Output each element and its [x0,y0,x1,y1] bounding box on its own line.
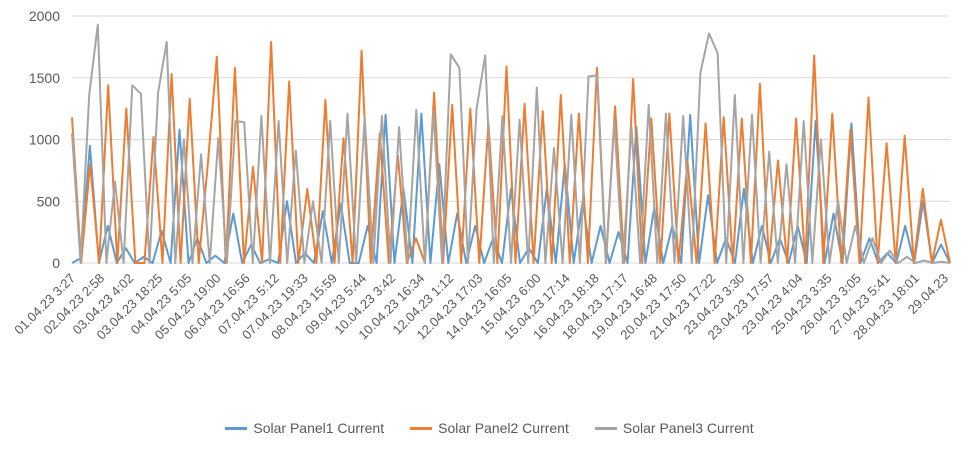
legend-label-panel2: Solar Panel2 Current [438,420,569,436]
legend-label-panel1: Solar Panel1 Current [253,420,385,436]
series-line-panel3 [71,23,951,264]
legend-swatch-panel1 [225,426,248,430]
y-tick-label: 1500 [29,70,60,86]
legend-swatch-panel3 [594,426,617,430]
y-axis: 0 500 1000 1500 2000 [29,8,60,271]
series-line-panel2 [71,40,951,264]
series-layer [71,23,951,264]
legend-swatch-panel2 [410,426,433,430]
y-tick-label: 500 [37,193,61,209]
legend-label-panel3: Solar Panel3 Current [622,420,754,436]
legend-item-panel1: Solar Panel1 Current [225,420,384,436]
legend: Solar Panel1 Current Solar Panel2 Curren… [0,420,979,436]
legend-item-panel2: Solar Panel2 Current [410,420,569,436]
y-tick-label: 0 [52,255,60,271]
y-tick-label: 2000 [29,8,60,24]
y-tick-label: 1000 [29,132,60,148]
legend-item-panel3: Solar Panel3 Current [594,420,754,436]
